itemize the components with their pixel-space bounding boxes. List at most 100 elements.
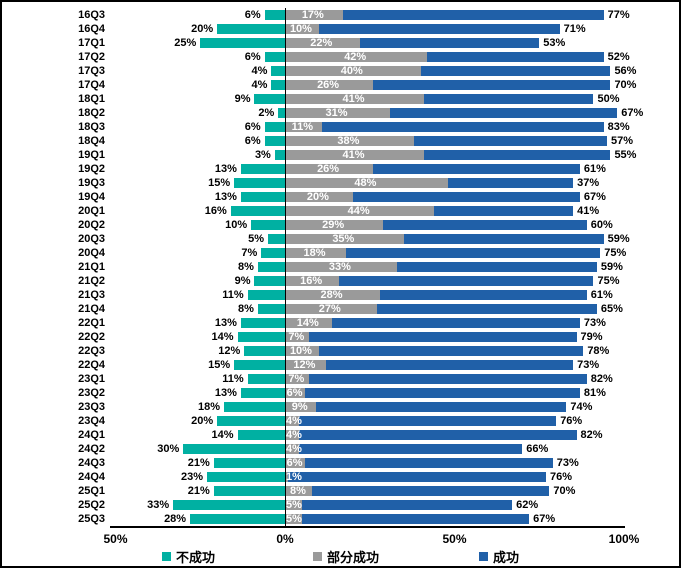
partial-success-value-label: 28%: [320, 289, 343, 301]
partial-success-value-label: 31%: [325, 107, 348, 119]
partial-success-bar: [285, 402, 316, 412]
partial-success-bar: [285, 80, 374, 90]
unsuccessful-value-label: 6%: [244, 51, 261, 63]
partial-success-bar: [285, 458, 306, 468]
partial-success-value-label: 35%: [332, 233, 355, 245]
partial-success-bar: [285, 122, 323, 132]
partial-success-value-label: 12%: [293, 359, 316, 371]
unsuccessful-bar: [264, 10, 285, 20]
legend-swatch-icon: [313, 552, 322, 561]
partial-success-bar: [285, 94, 424, 104]
unsuccessful-value-label: 10%: [225, 219, 248, 231]
success-value-label: 61%: [590, 289, 613, 301]
success-value-label: 59%: [607, 233, 630, 245]
unsuccessful-value-label: 23%: [181, 471, 204, 483]
category-label: 17Q2: [78, 51, 105, 63]
success-bar: [332, 318, 580, 328]
success-value-label: 65%: [600, 303, 623, 315]
unsuccessful-value-label: 12%: [218, 345, 241, 357]
category-label: 16Q3: [78, 9, 105, 21]
category-label: 25Q2: [78, 499, 105, 511]
x-axis-tick-label: 50%: [442, 532, 467, 546]
partial-success-value-label: 4%: [286, 415, 302, 427]
success-value-label: 61%: [583, 163, 606, 175]
success-value-label: 67%: [583, 191, 606, 203]
success-bar: [298, 444, 523, 454]
unsuccessful-bar: [200, 38, 285, 48]
partial-success-bar: [285, 318, 333, 328]
unsuccessful-bar: [278, 108, 285, 118]
partial-success-value-label: 9%: [291, 401, 308, 413]
success-value-label: 83%: [607, 121, 630, 133]
unsuccessful-value-label: 13%: [214, 163, 237, 175]
success-bar: [390, 108, 618, 118]
partial-success-value-label: 22%: [310, 37, 333, 49]
legend-swatch-icon: [479, 552, 488, 561]
unsuccessful-bar: [257, 262, 285, 272]
unsuccessful-bar: [261, 248, 285, 258]
partial-success-bar: [285, 220, 384, 230]
partial-success-bar: [285, 108, 391, 118]
success-value-label: 60%: [590, 219, 613, 231]
unsuccessful-bar: [237, 332, 285, 342]
category-label: 18Q3: [78, 121, 105, 133]
zero-axis-line: [284, 8, 286, 526]
success-bar: [305, 388, 580, 398]
partial-success-value-label: 6%: [286, 387, 303, 399]
unsuccessful-bar: [173, 500, 285, 510]
unsuccessful-value-label: 28%: [164, 513, 187, 525]
success-bar: [383, 220, 587, 230]
category-label: 24Q4: [78, 471, 105, 483]
unsuccessful-bar: [268, 234, 285, 244]
success-bar: [339, 276, 594, 286]
category-label: 19Q1: [78, 149, 105, 161]
unsuccessful-bar: [264, 136, 285, 146]
partial-success-value-label: 40%: [340, 65, 363, 77]
success-bar: [298, 430, 577, 440]
unsuccessful-value-label: 33%: [147, 499, 170, 511]
unsuccessful-bar: [251, 220, 285, 230]
category-label: 18Q2: [78, 107, 105, 119]
category-label: 18Q4: [78, 135, 105, 147]
unsuccessful-bar: [240, 388, 285, 398]
success-value-label: 71%: [563, 23, 586, 35]
success-value-label: 57%: [611, 135, 634, 147]
category-label: 25Q3: [78, 513, 105, 525]
success-value-label: 62%: [516, 499, 539, 511]
category-label: 21Q4: [78, 303, 105, 315]
success-value-label: 70%: [614, 79, 637, 91]
unsuccessful-bar: [240, 164, 285, 174]
unsuccessful-value-label: 13%: [214, 191, 237, 203]
unsuccessful-bar: [247, 290, 285, 300]
success-bar: [447, 178, 574, 188]
unsuccessful-value-label: 21%: [187, 457, 210, 469]
partial-success-value-label: 11%: [291, 121, 314, 133]
success-value-label: 73%: [583, 317, 606, 329]
success-bar: [427, 52, 604, 62]
category-label: 17Q4: [78, 79, 105, 91]
unsuccessful-value-label: 9%: [234, 275, 251, 287]
partial-success-bar: [285, 360, 326, 370]
partial-success-bar: [285, 178, 448, 188]
success-bar: [379, 290, 587, 300]
unsuccessful-bar: [217, 416, 285, 426]
success-bar: [396, 262, 597, 272]
success-bar: [359, 38, 540, 48]
unsuccessful-value-label: 6%: [244, 121, 261, 133]
success-value-label: 75%: [597, 275, 620, 287]
partial-success-value-label: 44%: [347, 205, 370, 217]
unsuccessful-value-label: 13%: [214, 387, 237, 399]
partial-success-bar: [285, 38, 360, 48]
unsuccessful-value-label: 2%: [258, 107, 275, 119]
partial-success-bar: [285, 66, 421, 76]
category-label: 21Q2: [78, 275, 105, 287]
unsuccessful-value-label: 14%: [211, 429, 234, 441]
partial-success-value-label: 20%: [306, 191, 329, 203]
success-value-label: 73%: [556, 457, 579, 469]
success-value-label: 53%: [543, 37, 566, 49]
partial-success-bar: [285, 248, 347, 258]
unsuccessful-value-label: 18%: [197, 401, 220, 413]
partial-success-bar: [285, 388, 306, 398]
